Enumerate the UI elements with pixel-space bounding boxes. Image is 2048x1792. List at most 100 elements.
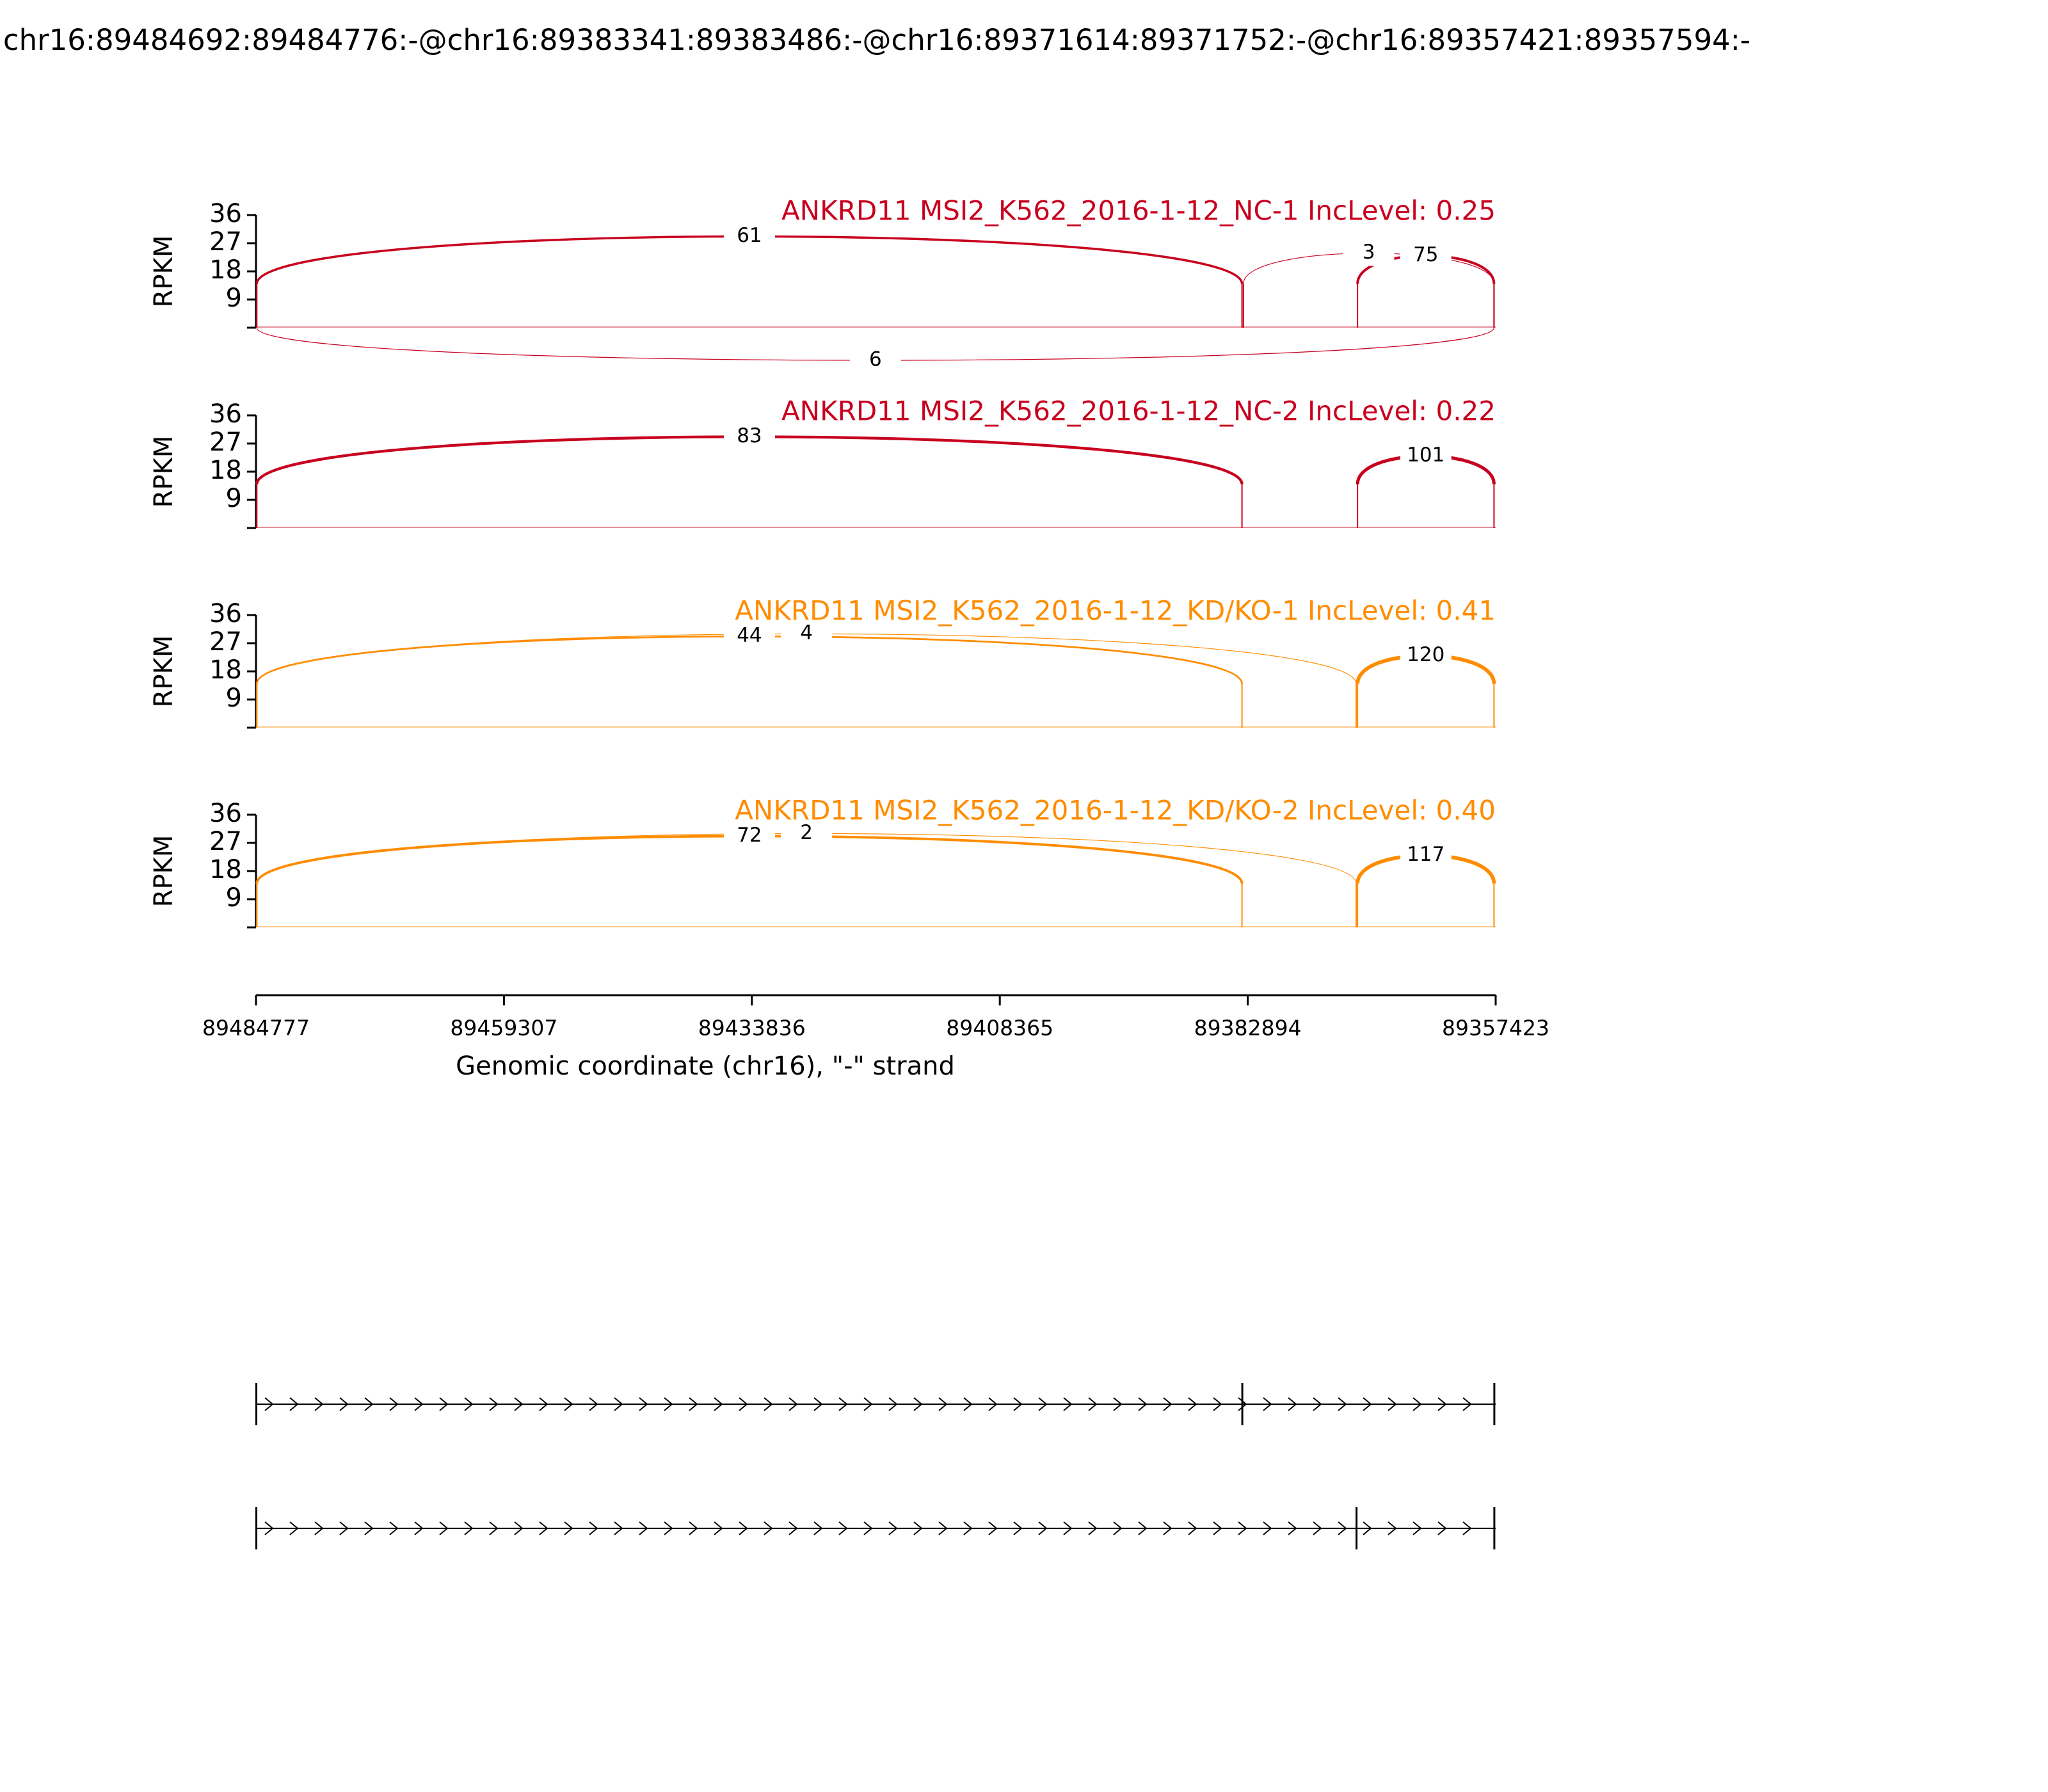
strand-arrow: [689, 1397, 698, 1411]
x-tick-label: 89382894: [1194, 1016, 1302, 1041]
strand-arrow: [938, 1397, 948, 1411]
strand-arrow: [1213, 1521, 1222, 1535]
strand-arrow: [539, 1521, 548, 1535]
panel-title: ANKRD11 MSI2_K562_2016-1-12_NC-2 IncLeve…: [781, 396, 1496, 427]
strand-arrow: [589, 1397, 598, 1411]
strand-arrow: [1313, 1397, 1322, 1411]
strand-arrow: [1288, 1397, 1297, 1411]
strand-arrow: [439, 1521, 449, 1535]
strand-arrow: [489, 1397, 499, 1411]
y-tick-label: 9: [226, 484, 242, 513]
exon: [1241, 1383, 1244, 1425]
junction-label-bg: [1343, 240, 1395, 266]
junction-count: 44: [737, 624, 762, 647]
figure-title: chr16:89484692:89484776:-@chr16:89383341…: [3, 23, 1750, 57]
strand-arrow: [1138, 1521, 1148, 1535]
strand-arrow: [1188, 1397, 1197, 1411]
strand-arrow: [813, 1397, 823, 1411]
strand-arrow: [1388, 1397, 1397, 1411]
strand-arrow: [1088, 1397, 1098, 1411]
strand-arrow: [764, 1397, 773, 1411]
y-tick-label: 18: [209, 456, 242, 485]
strand-arrow: [364, 1397, 374, 1411]
strand-arrow: [938, 1521, 948, 1535]
strand-arrow: [739, 1397, 748, 1411]
y-axis-label: RPKM: [149, 636, 179, 708]
junction-label-bg: [723, 424, 775, 450]
strand-arrow: [1238, 1521, 1247, 1535]
strand-arrow: [1013, 1521, 1023, 1535]
strand-arrow: [664, 1397, 673, 1411]
strand-arrow: [1437, 1521, 1447, 1535]
y-tick-label: 18: [209, 655, 242, 685]
strand-arrow: [539, 1397, 548, 1411]
y-axis-label: RPKM: [149, 236, 179, 308]
strand-arrow: [664, 1521, 673, 1535]
exon: [255, 1507, 258, 1549]
strand-arrow: [414, 1521, 424, 1535]
y-tick-label: 27: [209, 428, 242, 457]
strand-arrow: [1338, 1521, 1347, 1535]
y-axis-label: RPKM: [149, 835, 179, 908]
strand-arrow: [963, 1397, 973, 1411]
strand-arrow: [764, 1521, 773, 1535]
strand-arrow: [714, 1397, 723, 1411]
strand-arrow: [739, 1521, 748, 1535]
strand-arrow: [314, 1521, 324, 1535]
strand-arrow: [813, 1521, 823, 1535]
junction-label-bg: [723, 623, 775, 650]
x-tick-label: 89459307: [450, 1016, 557, 1041]
strand-arrow: [788, 1521, 798, 1535]
strand-arrow: [838, 1521, 848, 1535]
strand-arrow: [614, 1521, 623, 1535]
strand-arrow: [1038, 1521, 1048, 1535]
strand-arrow: [264, 1397, 274, 1411]
strand-arrow: [1088, 1521, 1098, 1535]
y-tick-label: 36: [209, 399, 242, 429]
strand-arrow: [888, 1397, 898, 1411]
junction-label-bg: [1400, 842, 1452, 868]
strand-arrow: [1412, 1397, 1422, 1411]
strand-arrow: [314, 1397, 324, 1411]
exon: [1356, 1507, 1358, 1549]
x-tick-label: 89408365: [946, 1016, 1053, 1041]
y-tick-label: 36: [209, 799, 242, 828]
strand-arrow: [689, 1521, 698, 1535]
y-axis-label: RPKM: [149, 436, 179, 508]
strand-arrow: [1188, 1521, 1197, 1535]
strand-arrow: [1038, 1397, 1048, 1411]
strand-arrow: [863, 1397, 873, 1411]
strand-arrow: [339, 1397, 349, 1411]
strand-arrow: [514, 1397, 524, 1411]
y-tick-label: 18: [209, 255, 242, 285]
strand-arrow: [1363, 1397, 1372, 1411]
strand-arrow: [1138, 1397, 1148, 1411]
strand-arrow: [564, 1397, 573, 1411]
exon: [1493, 1383, 1496, 1425]
junction-count: 6: [869, 348, 882, 371]
junction-count: 3: [1363, 241, 1375, 264]
strand-arrow: [389, 1397, 399, 1411]
junction-count: 61: [737, 224, 762, 247]
strand-arrow: [1462, 1521, 1472, 1535]
strand-arrow: [589, 1521, 598, 1535]
exon: [1493, 1507, 1496, 1549]
strand-arrow: [1238, 1397, 1247, 1411]
strand-arrow: [1113, 1397, 1123, 1411]
y-tick-label: 9: [226, 684, 242, 713]
exon: [255, 1383, 258, 1425]
x-tick-label: 89357423: [1442, 1016, 1549, 1041]
strand-arrow: [863, 1521, 873, 1535]
strand-arrow: [639, 1397, 648, 1411]
strand-arrow: [1113, 1521, 1123, 1535]
strand-arrow: [1263, 1521, 1272, 1535]
junction-count: 117: [1407, 843, 1444, 866]
junction-label-bg: [781, 621, 833, 647]
x-axis-label: Genomic coordinate (chr16), "-" strand: [456, 1052, 955, 1081]
strand-arrow: [714, 1521, 723, 1535]
strand-arrow: [1313, 1521, 1322, 1535]
strand-arrow: [364, 1521, 374, 1535]
strand-arrow: [614, 1397, 623, 1411]
strand-arrow: [439, 1397, 449, 1411]
